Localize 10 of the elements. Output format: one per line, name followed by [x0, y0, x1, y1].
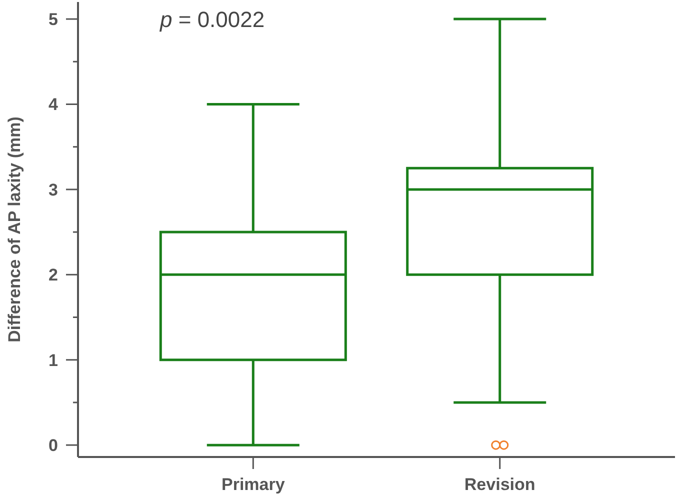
y-tick-label: 5: [48, 10, 58, 29]
x-tick-label: Primary: [221, 475, 286, 494]
y-tick-label: 3: [48, 180, 58, 200]
y-tick-label: 0: [48, 436, 58, 456]
y-tick-label: 1: [48, 350, 58, 370]
x-tick-label: Revision: [464, 475, 536, 494]
y-tick-label: 4: [48, 95, 59, 114]
y-tick-label: 2: [48, 266, 58, 285]
y-axis-title: Difference of AP laxity (mm): [5, 116, 24, 342]
annotation: p = 0.0022: [159, 7, 265, 32]
